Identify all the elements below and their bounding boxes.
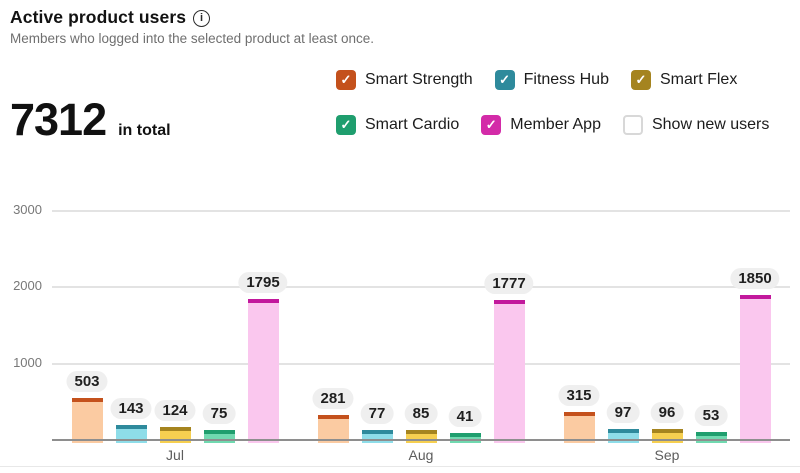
info-icon[interactable]: i [193,9,211,27]
bar-fitness-hub-aug [361,430,393,443]
bar-smart-cardio-jul [203,430,235,443]
value-label-smart-flex-aug: 85 [404,402,438,424]
legend-item-label: Smart Flex [659,71,738,88]
bar-member-app-sep [739,294,771,443]
total-number: 7312 [10,94,107,145]
legend-item-smart-flex[interactable]: ✓ Smart Flex [630,70,738,90]
gridline [52,209,790,212]
checkbox-checked-icon[interactable]: ✓ [630,70,651,90]
bar-cap [317,414,349,419]
page-title: Active product users [10,7,187,27]
legend-item-label: Member App [510,116,601,133]
legend-item-show-new-users[interactable]: Show new users [622,115,770,135]
legend-item-label: Smart Strength [365,71,473,88]
value-label-smart-strength-sep: 315 [558,384,600,406]
bar-member-app-jul [247,298,279,443]
legend-item-member-app[interactable]: ✓ Member App [481,115,601,135]
bar-cap [607,428,639,433]
bar-cap [361,430,393,435]
value-label-fitness-hub-sep: 97 [606,401,640,423]
legend-item-label: Smart Cardio [365,116,460,133]
bar-cap [739,294,771,299]
bar-cap [159,426,191,431]
subtitle: Members who logged into the selected pro… [10,31,374,46]
y-axis-tick: 1000 [13,354,42,370]
x-axis-label-jul: Jul [166,447,184,463]
total-label: in total [118,122,171,139]
y-axis-tick: 3000 [13,201,42,217]
value-label-member-app-sep: 1850 [730,267,780,289]
bar-cap [71,397,103,402]
bar-smart-strength-sep [563,411,595,443]
value-label-member-app-jul: 1795 [238,271,288,293]
bar-cap [115,425,147,430]
value-label-smart-strength-aug: 281 [312,387,354,409]
value-label-smart-flex-sep: 96 [650,401,684,423]
legend-item-smart-strength[interactable]: ✓ Smart Strength [336,70,473,90]
value-label-smart-cardio-jul: 75 [202,403,236,425]
checkbox-checked-icon[interactable]: ✓ [336,70,356,90]
bar-smart-strength-jul [71,397,103,443]
checkbox-checked-icon[interactable]: ✓ [481,115,502,135]
legend-row: ✓ Smart Strength ✓ Fitness Hub ✓ Smart Flex [336,70,769,90]
x-axis-label-aug: Aug [408,447,434,463]
bar-cap [405,429,437,434]
value-label-fitness-hub-aug: 77 [360,403,394,425]
value-label-smart-cardio-sep: 53 [694,404,728,426]
bar-smart-flex-jul [159,426,191,443]
legend-item-fitness-hub[interactable]: ✓ Fitness Hub [494,70,609,90]
header: Active product users i [10,7,211,28]
total-count: 7312 in total [10,94,171,146]
bar-cap [203,430,235,435]
bar-cap [651,428,683,433]
gridline [52,362,790,365]
bar-fitness-hub-jul [115,425,147,443]
bar-member-app-aug [493,300,525,443]
checkbox-checked-icon[interactable]: ✓ [336,115,356,135]
legend-item-label: Show new users [651,116,770,133]
value-label-smart-cardio-aug: 41 [448,405,482,427]
bar-cap [695,431,727,436]
x-axis-line [52,439,790,441]
bar-smart-cardio-sep [695,431,727,443]
checkbox-unchecked-icon[interactable] [622,115,643,135]
legend-row: ✓ Smart Cardio ✓ Member App Show new users [336,115,769,135]
value-label-fitness-hub-jul: 143 [110,398,152,420]
bar-smart-cardio-aug [449,432,481,443]
bar-smart-strength-aug [317,414,349,443]
bar-cap [449,432,481,437]
gridline [52,286,790,288]
bar-cap [563,411,595,416]
x-axis-label-sep: Sep [654,447,680,463]
legend-item-smart-cardio[interactable]: ✓ Smart Cardio [336,115,459,135]
value-label-member-app-aug: 1777 [484,273,534,295]
legend-item-label: Fitness Hub [523,71,609,88]
bottom-divider [0,466,800,467]
y-axis-tick: 2000 [13,278,42,293]
legend: ✓ Smart Strength ✓ Fitness Hub ✓ Smart Flex ✓ S… [336,70,769,135]
bar-cap [247,298,279,303]
value-label-smart-strength-jul: 503 [66,370,108,392]
value-label-smart-flex-jul: 124 [154,399,196,421]
checkbox-checked-icon[interactable]: ✓ [494,70,515,90]
bar-cap [493,300,525,305]
